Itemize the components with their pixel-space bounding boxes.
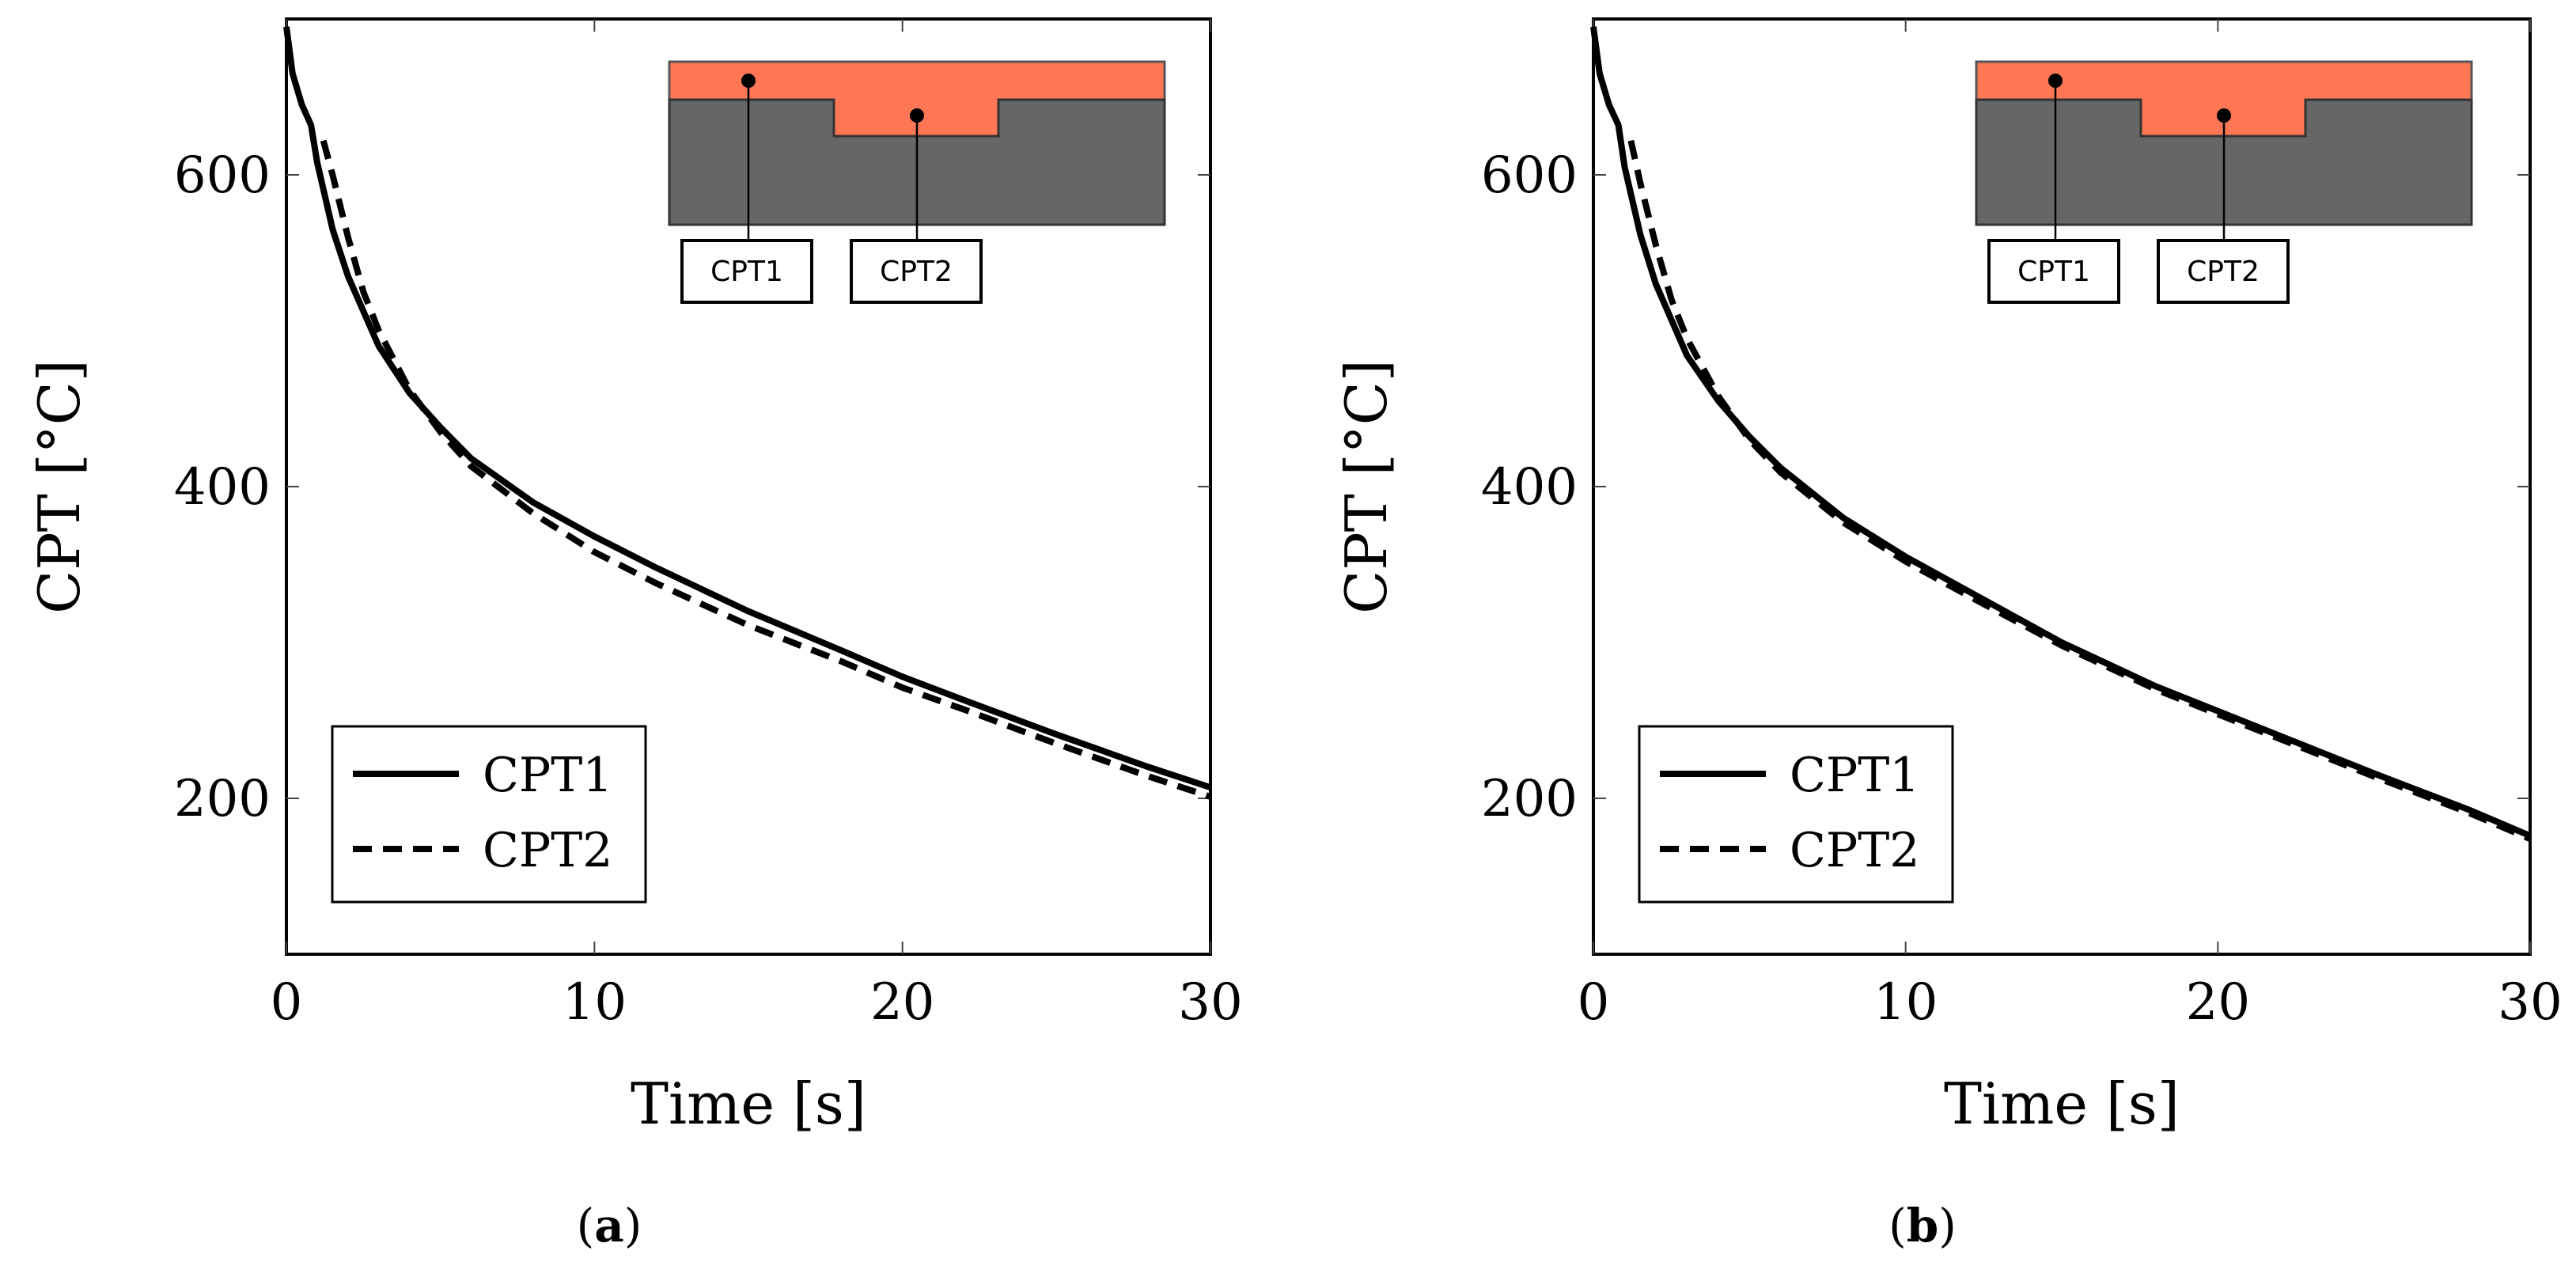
legend-label: CPT2 — [1790, 823, 1919, 878]
y-axis-label: CPT [°C] — [26, 359, 93, 614]
y-axis-label: CPT [°C] — [1333, 359, 1400, 614]
series-line-cpt2 — [320, 139, 1212, 800]
inset-probe-label: CPT2 — [880, 256, 953, 288]
y-tick-label: 600 — [174, 146, 271, 205]
x-tick-label: 0 — [271, 973, 303, 1032]
inset-probe-label: CPT2 — [2187, 256, 2260, 288]
inset-probe-dot — [2048, 74, 2063, 88]
panel-a: 0 10 20 30 200 400 600 Time [s] CPT [°C] CPT1 CPT2… — [26, 17, 1243, 1137]
series-line-cpt1 — [283, 26, 1212, 791]
inset-probe-label-box — [2157, 239, 2290, 304]
panel-b-letter: b — [1906, 1199, 1939, 1253]
inset-probe-label-box — [680, 239, 813, 304]
x-tick-label: 0 — [1578, 973, 1610, 1032]
x-tick-label: 10 — [1873, 973, 1938, 1032]
inset-probe-dot — [741, 74, 756, 88]
legend-label: CPT1 — [1790, 748, 1919, 803]
series-line-cpt2 — [1627, 139, 2532, 842]
x-tick-label: 30 — [1178, 973, 1242, 1032]
y-tick-label: 600 — [1481, 146, 1578, 205]
y-tick-label: 200 — [1481, 770, 1578, 828]
legend-box — [1638, 725, 1954, 904]
inset-probe-dot — [910, 108, 924, 123]
x-tick-label: 10 — [563, 973, 627, 1032]
x-tick-label: 20 — [2186, 973, 2250, 1032]
inset-probe-label: CPT1 — [710, 256, 783, 288]
y-tick-label: 400 — [1481, 458, 1578, 517]
panel-b: 0 10 20 30 200 400 600 Time [s] CPT [°C] CPT1 CPT2… — [1333, 17, 2563, 1137]
panel-b-label: (b) — [1888, 1199, 1957, 1253]
x-axis-label: Time [s] — [631, 1071, 866, 1137]
y-tick-label: 200 — [174, 770, 271, 828]
y-tick-label: 400 — [174, 458, 271, 517]
legend-label: CPT1 — [483, 748, 612, 803]
legend-label: CPT2 — [483, 823, 612, 878]
x-axis-label: Time [s] — [1944, 1071, 2180, 1137]
inset-probe-label-box — [850, 239, 983, 304]
x-tick-label: 20 — [870, 973, 934, 1032]
inset-probe-label-box — [1987, 239, 2120, 304]
panel-a-letter: a — [594, 1199, 624, 1253]
panel-a-label: (a) — [576, 1199, 642, 1253]
x-tick-label: 30 — [2498, 973, 2562, 1032]
legend-box — [331, 725, 647, 904]
inset-probe-label: CPT1 — [2017, 256, 2090, 288]
inset-probe-dot — [2217, 108, 2231, 123]
